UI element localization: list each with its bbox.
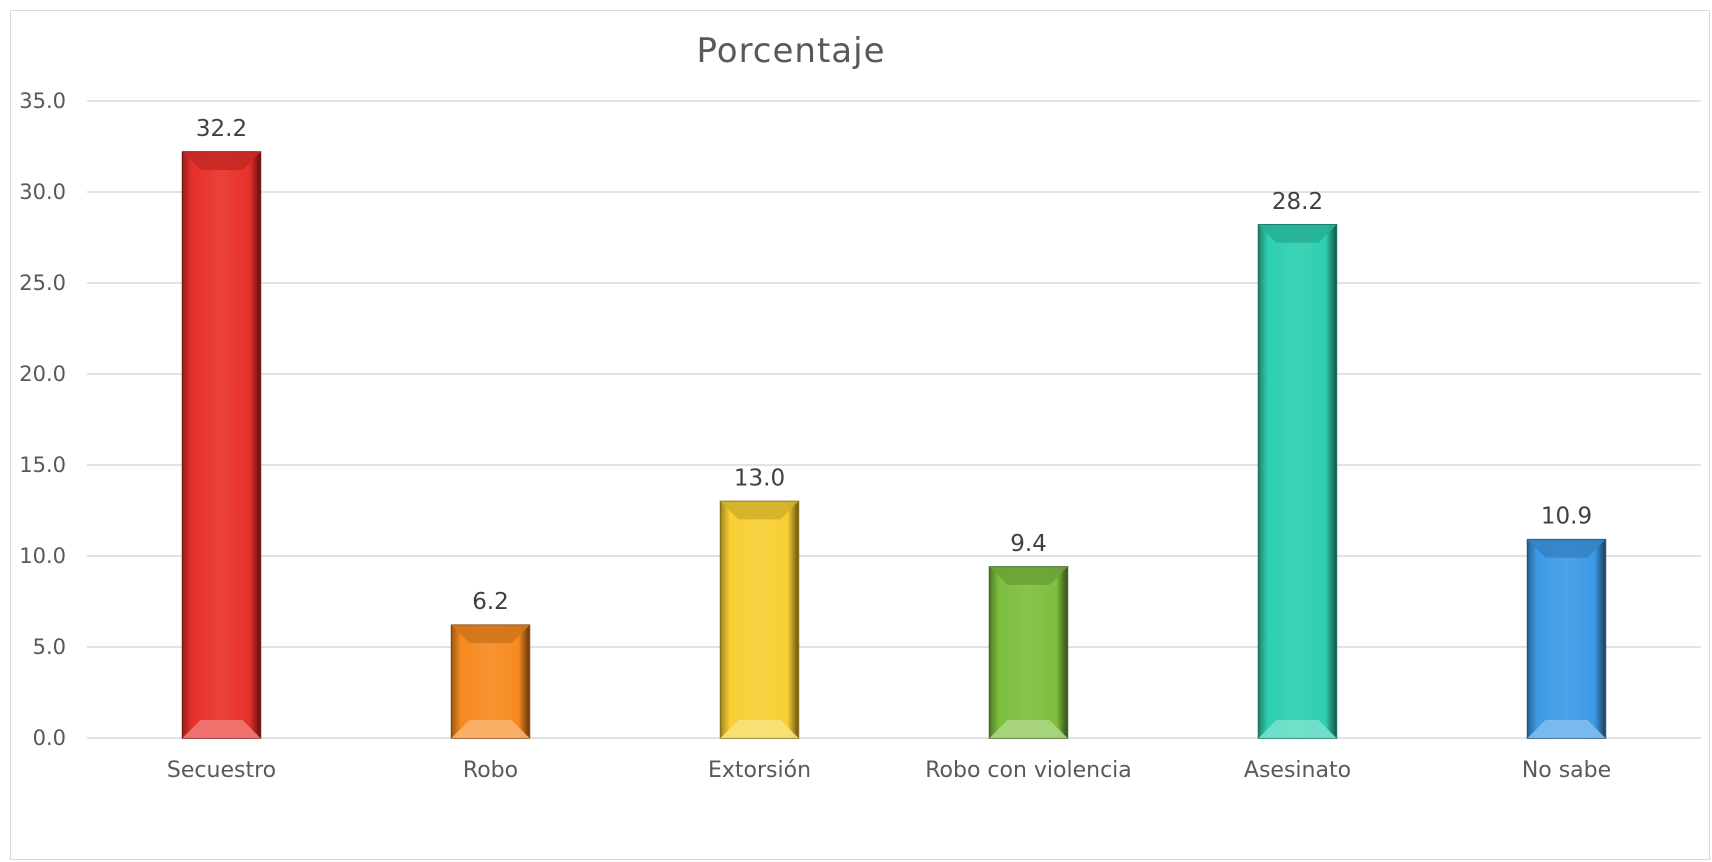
chart-frame: Porcentaje 0.0 5.0 10.0 15.0 20.0 25.0 30.0 35.… [10, 10, 1710, 860]
data-label: 28.2 [1272, 189, 1323, 215]
x-category-label: Extorsión [708, 758, 811, 783]
y-tick-label: 30.0 [19, 180, 66, 204]
x-category-label: Robo [463, 758, 518, 783]
data-label: 6.2 [472, 589, 509, 615]
data-label: 13.0 [734, 465, 785, 491]
data-label: 10.9 [1541, 504, 1592, 530]
y-tick-label: 35.0 [19, 89, 66, 113]
y-tick-label: 10.0 [19, 544, 66, 568]
x-category-label: Robo con violencia [925, 758, 1132, 783]
y-tick-label: 25.0 [19, 271, 66, 295]
data-label: 32.2 [196, 116, 247, 142]
x-category-label: Asesinato [1244, 758, 1351, 783]
x-category-label: Secuestro [167, 758, 276, 783]
bar [1526, 538, 1607, 739]
bar [719, 500, 800, 739]
chart-title: Porcentaje [696, 31, 885, 71]
bars [181, 151, 1607, 739]
bar-chart: Porcentaje 0.0 5.0 10.0 15.0 20.0 25.0 30.0 35.… [19, 31, 1701, 783]
y-tick-label: 5.0 [33, 635, 66, 659]
data-label: 9.4 [1010, 531, 1047, 557]
bar [988, 566, 1069, 739]
y-tick-label: 20.0 [19, 362, 66, 386]
bar [1257, 224, 1338, 739]
y-tick-label: 15.0 [19, 453, 66, 477]
data-labels: 32.2 6.2 13.0 9.4 28.2 10.9 [196, 116, 1592, 615]
x-axis: Secuestro Robo Extorsión Robo con violencia… [167, 758, 1611, 783]
gridlines [87, 100, 1701, 739]
y-tick-label: 0.0 [33, 726, 66, 750]
bar [450, 624, 531, 739]
y-axis: 0.0 5.0 10.0 15.0 20.0 25.0 30.0 35.0 [19, 89, 66, 750]
bar [181, 151, 262, 739]
x-category-label: No sabe [1522, 758, 1611, 783]
